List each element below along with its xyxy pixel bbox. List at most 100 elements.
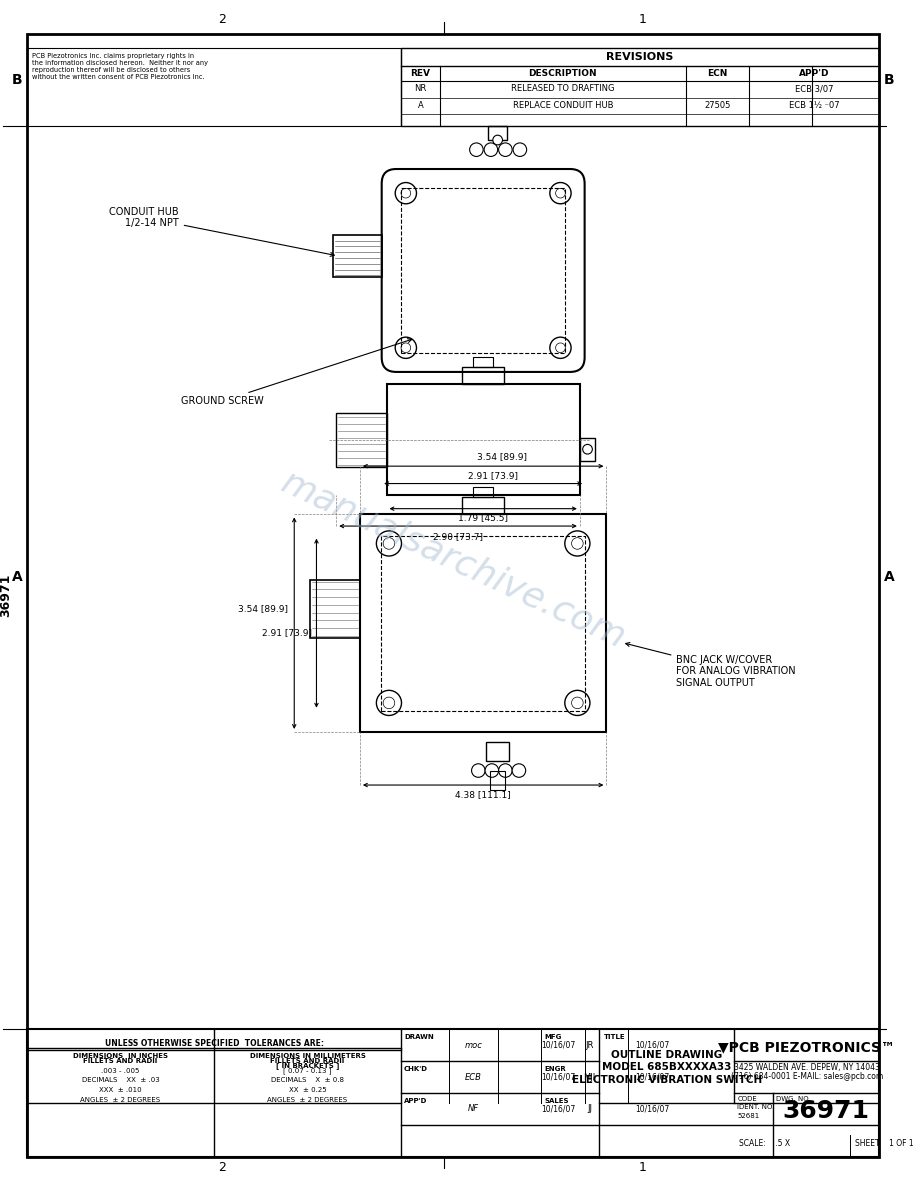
Text: 27505: 27505 [704, 101, 731, 109]
Circle shape [401, 189, 410, 198]
Text: SHEET    1 OF 1: SHEET 1 OF 1 [856, 1139, 913, 1148]
Bar [486, 741, 509, 760]
Circle shape [555, 189, 565, 198]
Text: REVISIONS: REVISIONS [607, 52, 674, 62]
Text: JJ: JJ [587, 1105, 592, 1113]
Text: APP'D: APP'D [799, 69, 829, 78]
Text: B: B [12, 72, 23, 87]
Text: 2: 2 [218, 1162, 226, 1175]
Text: DIMENSIONS IN MILLIMETERS: DIMENSIONS IN MILLIMETERS [250, 1054, 365, 1060]
Text: SCALE:    .5 X: SCALE: .5 X [739, 1139, 790, 1148]
Text: CHK'D: CHK'D [404, 1066, 428, 1072]
Text: BNC JACK W/COVER
FOR ANALOG VIBRATION
SIGNAL OUTPUT: BNC JACK W/COVER FOR ANALOG VIBRATION SI… [626, 643, 796, 688]
Text: ANGLES  ± 2 DEGREES: ANGLES ± 2 DEGREES [267, 1097, 348, 1102]
Text: 10/16/07: 10/16/07 [542, 1105, 576, 1113]
Text: DECIMALS    X  ± 0.8: DECIMALS X ± 0.8 [271, 1078, 344, 1083]
Text: [ 0.07 - 0.13 ]: [ 0.07 - 0.13 ] [284, 1068, 331, 1074]
Text: 3425 WALDEN AVE. DEPEW, NY 14043: 3425 WALDEN AVE. DEPEW, NY 14043 [733, 1063, 879, 1072]
Circle shape [383, 538, 395, 549]
Circle shape [383, 697, 395, 709]
Text: ENGR: ENGR [544, 1066, 565, 1072]
Text: MFG: MFG [544, 1034, 562, 1040]
Text: 1: 1 [639, 13, 646, 26]
Circle shape [396, 337, 417, 359]
Text: 10/16/07: 10/16/07 [635, 1041, 669, 1050]
Circle shape [583, 444, 592, 454]
Text: TITLE: TITLE [604, 1034, 625, 1040]
Bar [360, 514, 607, 732]
Text: 1: 1 [639, 1162, 646, 1175]
Circle shape [484, 143, 498, 157]
Text: 36971: 36971 [0, 574, 12, 617]
Bar [27, 1029, 879, 1157]
Text: A: A [884, 570, 894, 584]
Bar [401, 49, 879, 126]
Text: NF: NF [468, 1105, 479, 1113]
FancyBboxPatch shape [382, 169, 585, 372]
Bar [462, 497, 504, 514]
Text: DIMENSIONS  IN INCHES: DIMENSIONS IN INCHES [73, 1054, 168, 1060]
Circle shape [512, 764, 526, 777]
Text: ECB: ECB [465, 1073, 482, 1081]
Bar [580, 437, 595, 461]
Circle shape [550, 183, 571, 204]
Text: XXX  ± .010: XXX ± .010 [99, 1087, 142, 1093]
Text: OUTLINE DRAWING: OUTLINE DRAWING [611, 1050, 722, 1060]
Text: 10/16/07: 10/16/07 [542, 1073, 576, 1081]
Circle shape [555, 343, 565, 353]
Text: 2.91 [73.9]: 2.91 [73.9] [262, 628, 311, 637]
Circle shape [376, 531, 401, 556]
Circle shape [498, 143, 512, 157]
Bar [386, 384, 580, 495]
Circle shape [572, 538, 583, 549]
Text: GROUND SCREW: GROUND SCREW [181, 339, 411, 406]
Text: 4.38 [111.1]: 4.38 [111.1] [455, 790, 511, 798]
Text: 3.54 [89.9]: 3.54 [89.9] [239, 605, 288, 613]
Bar [490, 771, 506, 790]
Text: 52681: 52681 [737, 1113, 759, 1119]
Bar [27, 49, 401, 126]
Circle shape [498, 764, 512, 777]
Circle shape [565, 690, 590, 715]
Text: ECN: ECN [707, 69, 728, 78]
Text: REV: REV [410, 69, 431, 78]
Text: 2.91 [73.9]: 2.91 [73.9] [468, 470, 518, 480]
Text: manualsarchive.com: manualsarchive.com [276, 466, 632, 656]
Circle shape [472, 764, 485, 777]
Circle shape [565, 531, 590, 556]
Text: IDENT. NO.: IDENT. NO. [737, 1105, 775, 1111]
Circle shape [485, 764, 498, 777]
Text: (716) 684-0001 E-MAIL: sales@pcb.com: (716) 684-0001 E-MAIL: sales@pcb.com [731, 1072, 883, 1081]
Text: PCB Piezotronics Inc. claims proprietary rights in
the information disclosed her: PCB Piezotronics Inc. claims proprietary… [32, 53, 207, 80]
Bar [336, 412, 386, 467]
Circle shape [572, 697, 583, 709]
Text: DRAWN: DRAWN [404, 1034, 433, 1040]
Text: DWG. NO.: DWG. NO. [776, 1095, 811, 1101]
Text: 10/16/07: 10/16/07 [542, 1041, 576, 1050]
Text: ECB 1½ ⁻07: ECB 1½ ⁻07 [789, 101, 839, 109]
Text: XX  ± 0.25: XX ± 0.25 [289, 1087, 326, 1093]
Text: A: A [418, 101, 423, 109]
Text: moc: moc [465, 1041, 483, 1050]
Text: 2.90 [73.7]: 2.90 [73.7] [433, 532, 483, 541]
Text: ▼PCB PIEZOTRONICS™: ▼PCB PIEZOTRONICS™ [719, 1041, 895, 1055]
Bar [488, 126, 508, 140]
Text: 2: 2 [218, 13, 226, 26]
Text: APP'D: APP'D [404, 1098, 427, 1104]
Circle shape [396, 183, 417, 204]
Text: CONDUIT HUB
1/2-14 NPT: CONDUIT HUB 1/2-14 NPT [109, 207, 334, 257]
Text: CODE: CODE [737, 1095, 757, 1101]
Text: 10/16/07: 10/16/07 [635, 1105, 669, 1113]
Text: DESCRIPTION: DESCRIPTION [529, 69, 598, 78]
Text: FILLETS AND RADII: FILLETS AND RADII [271, 1059, 344, 1064]
Text: ECB 3/07: ECB 3/07 [795, 84, 834, 94]
Circle shape [493, 135, 502, 145]
Text: SALES: SALES [544, 1098, 568, 1104]
Bar [462, 367, 504, 384]
Text: MODEL 685BXXXXA33: MODEL 685BXXXXA33 [602, 1062, 732, 1073]
Text: JR: JR [586, 1041, 594, 1050]
Text: A: A [12, 570, 23, 584]
Circle shape [550, 337, 571, 359]
Bar [309, 580, 360, 638]
Text: ANGLES  ± 2 DEGREES: ANGLES ± 2 DEGREES [81, 1097, 161, 1102]
